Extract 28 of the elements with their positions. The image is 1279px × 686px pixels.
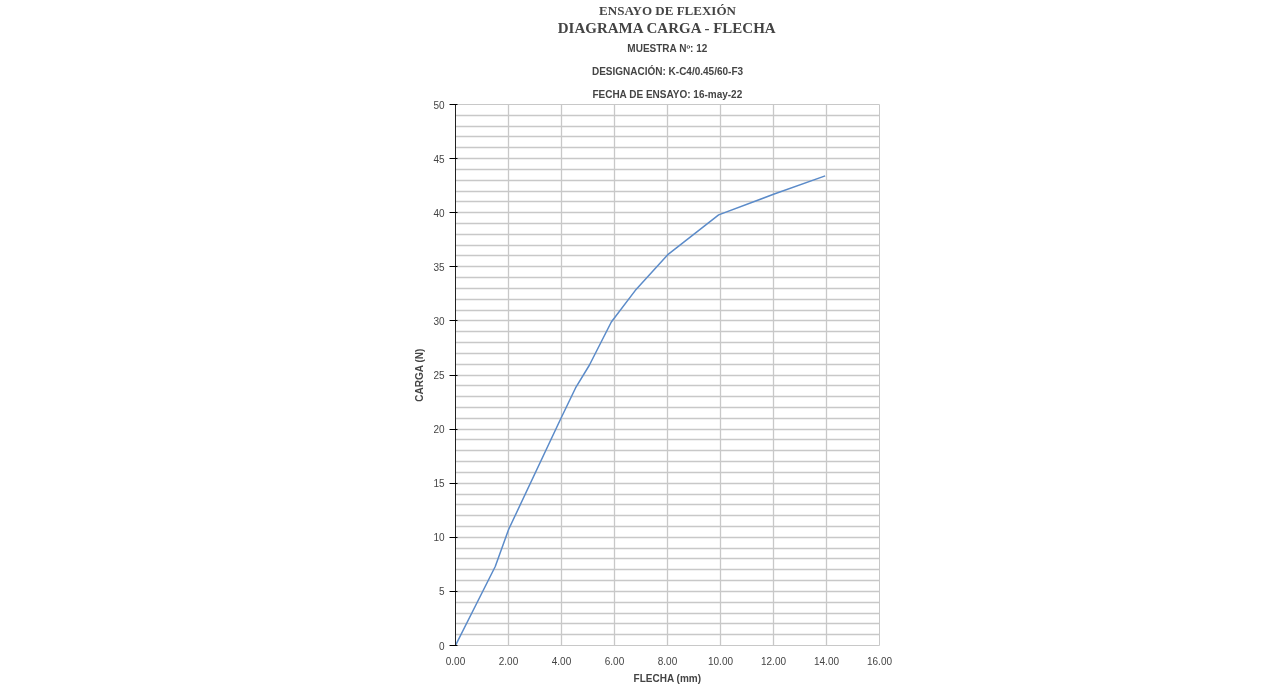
x-tick-label: 10.00 bbox=[707, 655, 734, 667]
y-tick-label: 30 bbox=[433, 315, 445, 327]
text: MUESTRA Nº: 12 bbox=[627, 42, 708, 54]
x-tick-label: 16.00 bbox=[866, 655, 893, 667]
x-tick-label: 2.00 bbox=[498, 655, 519, 667]
text: DESIGNACIÓN: K-C4/0.45/60-F3 bbox=[591, 64, 744, 77]
y-tick-label: 10 bbox=[433, 532, 445, 544]
y-tick-label: 0 bbox=[438, 640, 445, 652]
y-tick-label: 25 bbox=[433, 370, 445, 381]
y-tick-label: 40 bbox=[433, 207, 445, 219]
x-tick-label: 8.00 bbox=[657, 655, 678, 667]
y-tick-label: 35 bbox=[433, 261, 445, 273]
x-tick-label: 12.00 bbox=[760, 655, 787, 667]
text: FECHA DE ENSAYO: 16-may-22 bbox=[592, 88, 743, 100]
y-axis-title: CARGA (N) bbox=[414, 348, 426, 402]
x-tick-label: 0.00 bbox=[445, 655, 466, 667]
x-tick-label: 14.00 bbox=[813, 655, 840, 667]
x-tick-label: 4.00 bbox=[551, 655, 572, 667]
y-tick-label: 50 bbox=[433, 99, 445, 111]
y-tick-label: 20 bbox=[433, 424, 445, 436]
chart-subtitle: DIAGRAMA CARGA - FLECHA bbox=[557, 19, 776, 36]
y-tick-label: 5 bbox=[438, 586, 445, 598]
x-tick-label: 6.00 bbox=[604, 655, 625, 667]
y-tick-label: 45 bbox=[433, 153, 445, 165]
line-series bbox=[455, 175, 826, 646]
chart-title: ENSAYO DE FLEXIÓN bbox=[599, 2, 737, 18]
y-tick-label: 15 bbox=[433, 478, 445, 490]
x-axis-title: FLECHA (mm) bbox=[633, 672, 702, 684]
